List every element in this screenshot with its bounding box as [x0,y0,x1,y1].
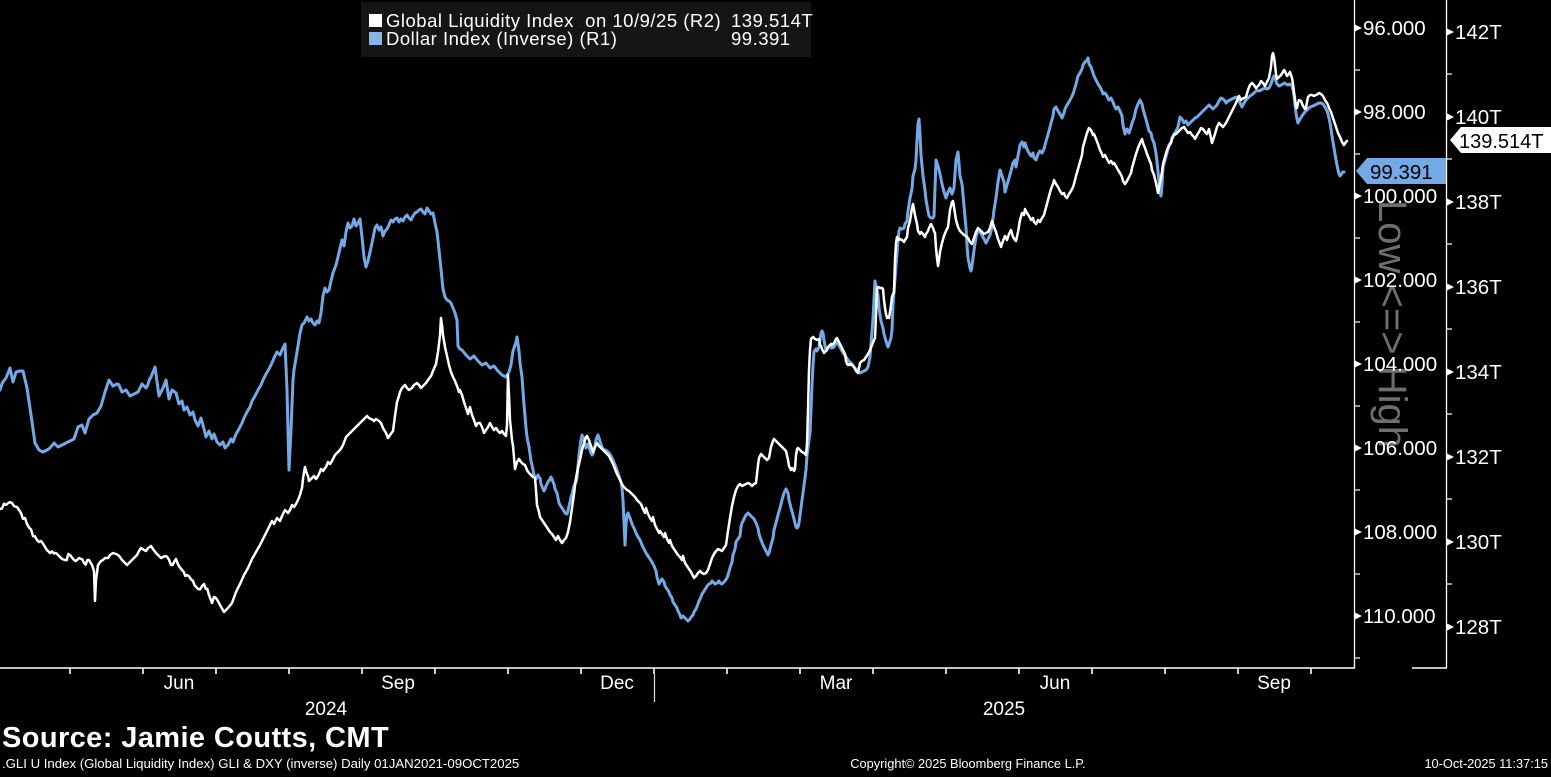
svg-text:102.000: 102.000 [1363,269,1437,292]
svg-text:134T: 134T [1455,361,1502,384]
svg-text:104.000: 104.000 [1363,353,1437,376]
svg-text:140T: 140T [1455,106,1502,129]
svg-text:98.000: 98.000 [1363,101,1426,124]
svg-text:100.000: 100.000 [1363,185,1437,208]
svg-text:Copyright© 2025 Bloomberg Fina: Copyright© 2025 Bloomberg Finance L.P. [850,756,1085,771]
svg-text:Sep: Sep [381,673,415,694]
svg-text:10-Oct-2025 11:37:15: 10-Oct-2025 11:37:15 [1424,756,1548,771]
svg-text:Low <=> High: Low <=> High [1370,200,1414,448]
svg-text:2025: 2025 [983,699,1025,720]
svg-text:96.000: 96.000 [1363,17,1426,40]
svg-text:Jun: Jun [1040,673,1071,694]
svg-text:106.000: 106.000 [1363,437,1437,460]
svg-text:132T: 132T [1455,446,1502,469]
svg-text:Sep: Sep [1257,673,1291,694]
svg-text:Dollar Index (Inverse) (R1): Dollar Index (Inverse) (R1) [386,28,617,49]
svg-text:110.000: 110.000 [1363,605,1436,628]
svg-text:99.391: 99.391 [731,28,791,49]
svg-text:Dec: Dec [600,673,634,694]
svg-text:Global Liquidity Index on 10/: Global Liquidity Index on 10/9/25 (R2) [386,10,721,31]
svg-text:130T: 130T [1455,531,1502,554]
svg-text:139.514T: 139.514T [731,10,813,31]
svg-text:.GLI U Index (Global Liquidity: .GLI U Index (Global Liquidity Index) GL… [2,756,519,771]
svg-text:142T: 142T [1455,21,1502,44]
svg-text:128T: 128T [1455,616,1502,639]
svg-text:Jun: Jun [164,673,195,694]
svg-text:99.391: 99.391 [1370,161,1433,184]
svg-text:139.514T: 139.514T [1459,131,1544,153]
svg-text:138T: 138T [1455,191,1502,214]
svg-text:108.000: 108.000 [1363,521,1437,544]
svg-text:2024: 2024 [305,699,348,720]
svg-text:Mar: Mar [820,673,853,694]
svg-text:136T: 136T [1455,276,1502,299]
svg-text:Source: Jamie Coutts, CMT: Source: Jamie Coutts, CMT [2,722,389,754]
